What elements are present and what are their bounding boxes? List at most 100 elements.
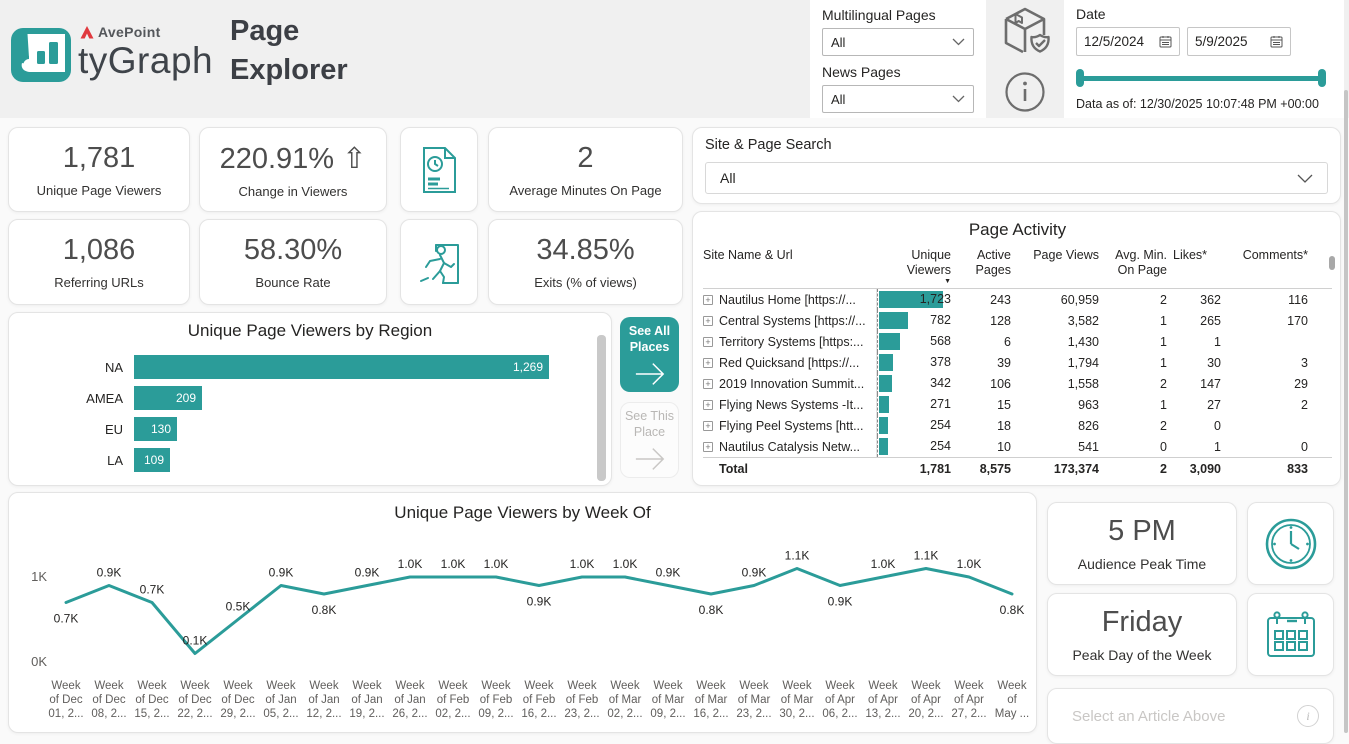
x-axis-label: Week of Mar 30, 2... <box>779 680 814 720</box>
y-axis-label: 0K <box>31 654 47 669</box>
date-start-input[interactable]: 12/5/2024 <box>1076 27 1180 56</box>
news-pages-value: All <box>831 91 846 107</box>
kpi-label: Average Minutes On Page <box>509 182 662 198</box>
x-axis-label: Week of Dec 22, 2... <box>177 680 212 720</box>
info-icon[interactable]: i <box>1297 705 1319 727</box>
region-chart-scrollbar[interactable] <box>597 335 606 481</box>
column-header-likes[interactable]: Likes* <box>1173 248 1208 262</box>
site-name: Flying Peel Systems [htt... <box>719 418 864 433</box>
region-bar[interactable]: 109 <box>134 448 170 472</box>
y-axis-label: 1K <box>31 569 47 584</box>
column-header-page-views[interactable]: Page Views <box>1033 248 1099 262</box>
region-bar-row[interactable]: LA 109 <box>9 448 611 472</box>
site-page-search-value: All <box>720 170 736 186</box>
multilingual-pages-select[interactable]: All <box>822 28 974 56</box>
peak-day-value: Friday <box>1101 606 1183 638</box>
region-bar-value: 109 <box>143 453 164 467</box>
page-title: Page Explorer <box>230 12 348 90</box>
expand-icon[interactable]: + <box>703 294 713 305</box>
data-label: 1.0K <box>957 557 982 571</box>
x-axis-label: Week of Feb 23, 2... <box>564 680 599 720</box>
news-pages-select[interactable]: All <box>822 85 974 113</box>
kpi-value: 220.91% <box>219 142 335 175</box>
article-selection-bar: Select an Article Above i <box>1047 688 1334 744</box>
slider-handle-start[interactable] <box>1076 69 1084 87</box>
column-header-active-pages[interactable]: Active Pages <box>975 248 1011 277</box>
table-row[interactable]: + Central Systems [https://... 782 128 3,5… <box>703 310 1332 331</box>
data-label: 1.0K <box>398 557 423 571</box>
x-axis-label: Week of Apr 13, 2... <box>865 680 900 720</box>
x-axis-label: Week of Feb 02, 2... <box>435 680 470 720</box>
unique-viewers-bar <box>879 291 943 308</box>
info-icon[interactable] <box>1004 71 1046 113</box>
data-label: 1.0K <box>613 557 638 571</box>
package-shield-icon[interactable] <box>996 5 1054 57</box>
data-label: 0.9K <box>527 595 552 609</box>
column-header-site-name[interactable]: Site Name & Url <box>703 248 793 262</box>
table-row[interactable]: + Red Quicksand [https://... 378 39 1,794 1… <box>703 352 1332 373</box>
expand-icon[interactable]: + <box>703 315 713 326</box>
x-axis-label: Week of Feb 09, 2... <box>478 680 513 720</box>
tygraph-logo-icon <box>11 28 71 82</box>
data-label: 0.8K <box>312 603 337 617</box>
table-row[interactable]: + Nautilus Home [https://... 1,723 243 60,… <box>703 289 1332 310</box>
x-axis-label: Week of Mar 23, 2... <box>736 680 771 720</box>
kpi-referring-urls: 1,086 Referring URLs <box>8 219 190 305</box>
kpi-label: Referring URLs <box>54 275 144 290</box>
unique-viewers-value: 378 <box>930 355 951 369</box>
region-chart-panel[interactable]: Unique Page Viewers by Region NA 1,269 A… <box>8 312 612 486</box>
site-page-search-panel: Site & Page Search All <box>692 127 1341 204</box>
expand-icon[interactable]: + <box>703 357 713 368</box>
kpi-change-in-viewers: 220.91% ⇧ Change in Viewers <box>199 127 387 212</box>
table-row[interactable]: + Nautilus Catalysis Netw... 254 10 541 0 1 0 <box>703 436 1332 457</box>
region-bar-row[interactable]: AMEA 209 <box>9 386 611 410</box>
table-scrollbar-thumb[interactable] <box>1329 256 1335 270</box>
date-range-slider[interactable] <box>1076 69 1332 87</box>
column-header-avg-min[interactable]: Avg. Min. On Page <box>1115 248 1167 277</box>
calendar-icon <box>1159 36 1172 48</box>
peak-time-label: Audience Peak Time <box>1077 556 1207 572</box>
expand-icon[interactable]: + <box>703 420 713 431</box>
data-label: 0.9K <box>742 566 767 580</box>
kpi-audience-peak-time: 5 PM Audience Peak Time <box>1047 502 1237 585</box>
unique-viewers-bar <box>879 375 892 392</box>
site-name: Nautilus Home [https://... <box>719 292 856 307</box>
week-chart-panel[interactable]: Unique Page Viewers by Week Of 0K 1K 0.7K 0… <box>8 492 1037 733</box>
slider-track[interactable] <box>1080 76 1322 81</box>
see-this-place-button[interactable]: See This Place <box>620 402 679 478</box>
x-axis-label: Week of Apr 06, 2... <box>822 680 857 720</box>
calendar-icon <box>1266 610 1315 657</box>
region-bar[interactable]: 1,269 <box>134 355 549 379</box>
column-header-comments[interactable]: Comments* <box>1242 248 1308 262</box>
expand-icon[interactable]: + <box>703 441 713 452</box>
region-bar-value: 209 <box>175 391 196 405</box>
region-bar-row[interactable]: NA 1,269 <box>9 355 611 379</box>
table-row[interactable]: + Flying News Systems -It... 271 15 963 1 27… <box>703 394 1332 415</box>
expand-icon[interactable]: + <box>703 336 713 347</box>
page-scrollbar[interactable] <box>1344 90 1348 733</box>
slider-handle-end[interactable] <box>1318 69 1326 87</box>
kpi-value: 2 <box>577 141 594 174</box>
chevron-down-icon <box>952 95 965 103</box>
region-bar-row[interactable]: EU 130 <box>9 417 611 441</box>
region-bar[interactable]: 209 <box>134 386 202 410</box>
date-end-input[interactable]: 5/9/2025 <box>1187 27 1291 56</box>
news-pages-label: News Pages <box>822 64 901 80</box>
table-row[interactable]: + Flying Peel Systems [htt... 254 18 826 2 0 <box>703 415 1332 436</box>
expand-icon[interactable]: + <box>703 399 713 410</box>
region-category-label: EU <box>104 421 123 437</box>
unique-viewers-bar <box>879 312 908 329</box>
column-header-unique-viewers[interactable]: Unique Viewers ▼ <box>877 248 953 286</box>
table-row[interactable]: +2019 Innovation Summit... 342 106 1,558 2… <box>703 373 1332 394</box>
expand-icon[interactable]: + <box>703 378 713 389</box>
kpi-exits: 34.85% Exits (% of views) <box>488 219 683 305</box>
site-page-search-select[interactable]: All <box>705 162 1328 194</box>
table-row[interactable]: + Territory Systems [https:... 568 6 1,430… <box>703 331 1332 352</box>
x-axis-label: Week of Apr 20, 2... <box>908 680 943 720</box>
week-line-chart[interactable]: 0K 1K 0.7K 0.9K 0.7K 0.1K 0.5K 0.9K 0.8K 0.9K 1.0K… <box>9 531 1038 731</box>
region-bar[interactable]: 130 <box>134 417 177 441</box>
x-axis-label: Week of Jan 19, 2... <box>349 680 384 720</box>
kpi-value: 34.85% <box>536 234 635 266</box>
header-bar: AvePoint tyGraph Page Explorer Multiling… <box>0 0 1349 118</box>
see-all-places-button[interactable]: See All Places <box>620 317 679 392</box>
